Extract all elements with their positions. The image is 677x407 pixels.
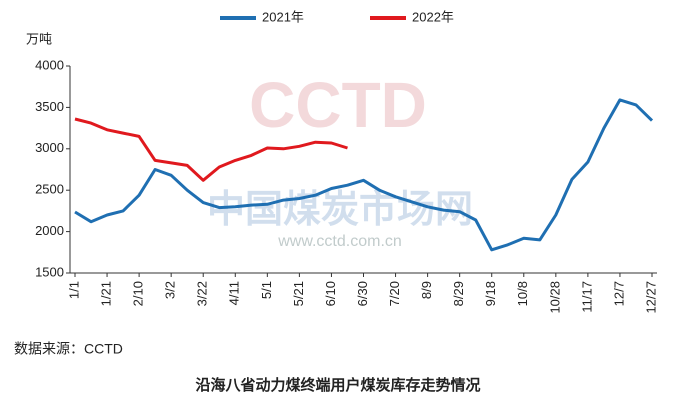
x-tick-label: 12/7 <box>611 281 626 306</box>
x-tick-label: 3/22 <box>195 281 210 306</box>
x-tick-label: 10/28 <box>547 281 562 314</box>
y-tick-label: 3000 <box>35 140 64 155</box>
line-series <box>74 98 654 252</box>
y-tick-label: 1500 <box>35 264 64 279</box>
x-tick-label: 1/1 <box>66 281 81 299</box>
x-tick-label: 6/10 <box>323 281 338 306</box>
chart-title: 沿海八省动力煤终端用户煤炭库存走势情况 <box>195 376 480 394</box>
x-tick-label: 8/29 <box>451 281 466 306</box>
x-tick-label: 7/20 <box>387 281 402 306</box>
legend-label: 2021年 <box>262 9 304 24</box>
x-tick-label: 5/1 <box>259 281 274 299</box>
x-tick-label: 12/27 <box>643 281 658 314</box>
x-tick-label: 11/17 <box>579 281 594 313</box>
x-tick-label: 1/21 <box>98 281 113 306</box>
y-tick-label: 4000 <box>35 57 64 72</box>
x-tick-label: 5/21 <box>291 281 306 306</box>
y-tick-label: 2000 <box>35 223 64 238</box>
x-tick-label: 9/18 <box>483 281 498 306</box>
watermark: 中国煤炭市场网 <box>207 189 473 231</box>
y-axis-label: 万吨 <box>26 31 52 46</box>
x-tick-label: 6/30 <box>355 281 370 306</box>
line-series <box>74 117 348 182</box>
legend-label: 2022年 <box>412 9 454 24</box>
x-tick-label: 4/11 <box>227 281 242 305</box>
y-tick-label: 2500 <box>35 182 64 197</box>
x-tick-label: 3/2 <box>163 281 178 299</box>
x-tick-label: 10/8 <box>515 281 530 306</box>
x-tick-label: 8/9 <box>419 281 434 299</box>
watermark: CCTD <box>249 69 427 141</box>
watermark: www.cctd.com.cn <box>277 233 402 250</box>
source: 数据来源：CCTD <box>14 341 123 357</box>
y-tick-label: 3500 <box>35 99 64 114</box>
x-tick-label: 2/10 <box>131 281 146 306</box>
